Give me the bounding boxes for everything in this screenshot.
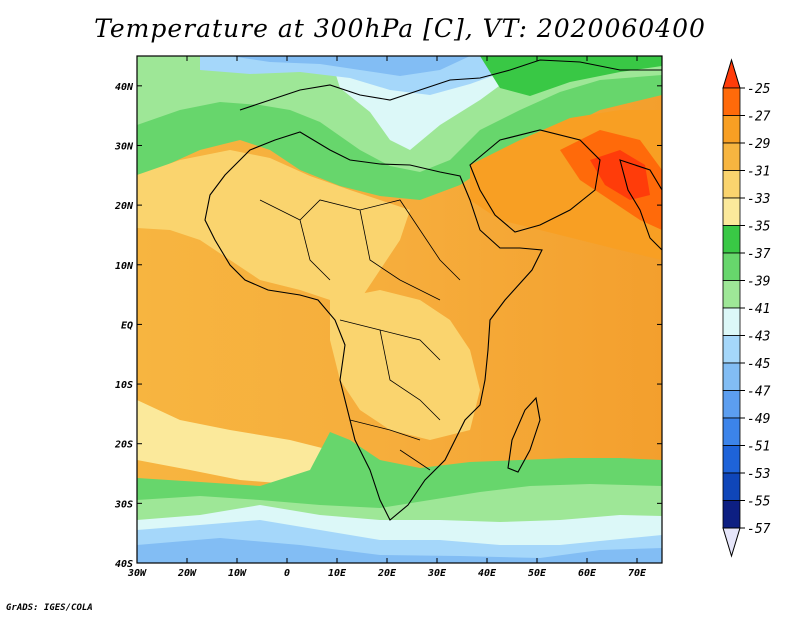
lon-label: 60E: [578, 568, 597, 579]
colorbar-label: -37: [747, 247, 771, 262]
south-deep-blue: [137, 538, 662, 563]
north-east-green: [480, 56, 662, 96]
colorbar-swatch: [722, 225, 741, 254]
colorbar-swatch: [722, 335, 741, 364]
colorbar-label: -25: [747, 82, 771, 97]
axis-ticks: [136, 56, 662, 564]
colorbar-label: -33: [747, 192, 770, 207]
lat-label: 10S: [115, 380, 133, 391]
arabia-coastline: [469, 129, 601, 233]
colorbar-label: -55: [747, 495, 771, 510]
lon-label: 30W: [127, 568, 147, 579]
lat-label: 10N: [115, 261, 134, 272]
colorbar-label: -29: [747, 137, 770, 152]
colorbar-label: -51: [747, 440, 770, 455]
lat-label: 40N: [115, 82, 134, 93]
colorbar-label: -35: [747, 220, 771, 235]
lon-label: 70E: [628, 568, 647, 579]
colorbar-swatch: [722, 500, 741, 529]
colorbar-swatch: [722, 307, 741, 336]
lon-label: 20W: [177, 568, 197, 579]
colorbar-swatch: [722, 280, 741, 309]
colorbar-swatch: [722, 252, 741, 281]
lon-label: 10E: [328, 568, 347, 579]
colorbar-top-arrow: [722, 58, 741, 89]
colorbar-swatch: [722, 445, 741, 474]
europe-coastline: [239, 59, 662, 111]
colorbar-swatch: [722, 362, 741, 391]
madagascar-coastline: [507, 396, 541, 473]
internal-borders: [259, 199, 461, 471]
lon-label: 0: [284, 568, 290, 579]
lon-label: 30E: [427, 568, 447, 579]
lon-label: 40E: [478, 568, 497, 579]
lat-label: 30N: [114, 141, 134, 152]
longitude-labels: 30W 20W 10W 0 10E 20E 30E 40E 50E 60E 70E: [127, 568, 647, 579]
coastlines: [204, 59, 662, 521]
colorbar-label: -45: [747, 357, 771, 372]
colorbar-label: -39: [747, 275, 770, 290]
colorbar-label: -43: [747, 330, 770, 345]
lat-label: EQ: [121, 320, 133, 331]
colorbar-bottom-arrow: [722, 527, 741, 558]
lat-label: 20N: [114, 201, 134, 212]
colorbar-label: -53: [747, 467, 770, 482]
colorbar-swatch: [722, 417, 741, 446]
colorbar-swatch: [722, 472, 741, 501]
colorbar-label: -57: [747, 522, 771, 537]
colorbar-swatch: [722, 170, 741, 199]
colorbar-swatch: [722, 142, 741, 171]
africa-coastline: [204, 131, 543, 521]
colorbar-swatch: [722, 87, 741, 116]
latitude-labels: 40N 30N 20N 10N EQ 10S 20S 30S 40S: [114, 82, 134, 570]
sw-light-yellow: [137, 400, 360, 484]
india-coastline: [619, 159, 662, 251]
india-core: [590, 150, 650, 200]
colorbar-swatch: [722, 115, 741, 144]
colorbar: -25 -27 -29 -31 -33 -35 -37 -39 -41 -43 -45 -47 -49 -…: [722, 58, 771, 558]
sahara-yellow: [137, 150, 410, 300]
north-blue: [200, 56, 540, 95]
lat-label: 40S: [115, 559, 133, 570]
colorbar-label: -47: [747, 385, 771, 400]
temperature-field: [137, 56, 662, 563]
lon-label: 10W: [228, 568, 247, 579]
lon-label: 50E: [528, 568, 547, 579]
colorbar-label: -31: [747, 165, 770, 180]
chart-title: Temperature at 300hPa [C], VT: 202006040…: [94, 14, 706, 43]
colorbar-swatch: [722, 390, 741, 419]
colorbar-label: -49: [747, 412, 770, 427]
colorbar-label: -27: [747, 110, 771, 125]
map-frame: [136, 55, 663, 564]
lat-label: 20S: [114, 440, 133, 451]
central-yellow: [330, 290, 480, 440]
lat-label: 30S: [114, 499, 133, 510]
colorbar-swatch: [722, 197, 741, 226]
colorbar-label: -41: [747, 302, 770, 317]
lon-label: 20E: [377, 568, 397, 579]
north-deep-blue: [230, 56, 470, 76]
footer-credit: GrADS: IGES/COLA: [6, 603, 93, 613]
